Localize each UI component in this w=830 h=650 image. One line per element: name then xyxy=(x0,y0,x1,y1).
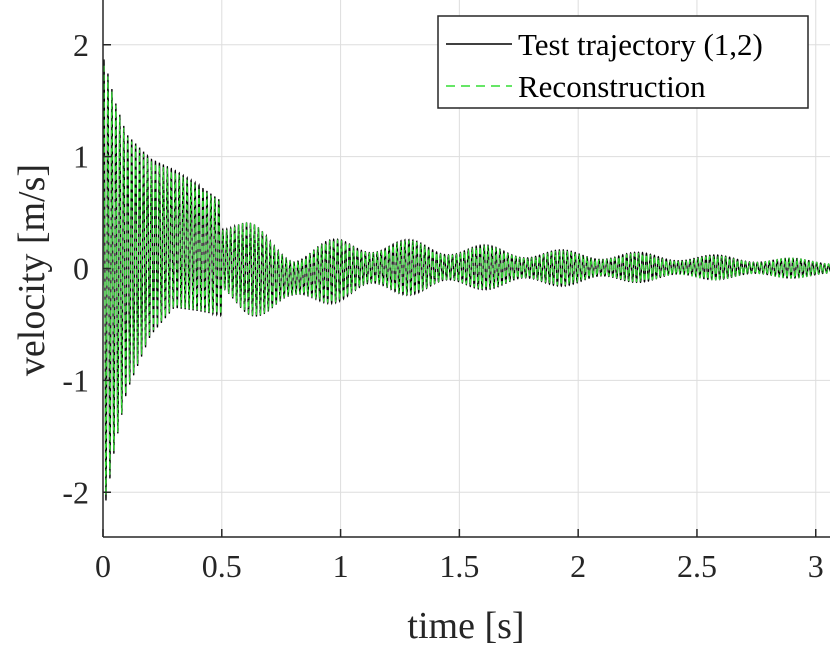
x-tick-label-6: 3 xyxy=(808,548,824,584)
legend-box xyxy=(437,15,809,109)
y-tick-label-3: -1 xyxy=(62,362,89,398)
x-tick-label-2: 1 xyxy=(333,548,349,584)
y-axis-title: velocity [m/s] xyxy=(11,164,53,376)
x-tick-label-1: 0.5 xyxy=(202,548,242,584)
legend: Test trajectory (1,2) Reconstruction xyxy=(437,15,809,109)
y-tick-label-1: 1 xyxy=(73,139,89,175)
x-tick-label-5: 2.5 xyxy=(677,548,717,584)
tick-labels: 0 0.5 1 1.5 2 2.5 3 2 1 0 -1 -2 xyxy=(62,27,823,584)
y-tick-label-2: 0 xyxy=(73,251,89,287)
axes xyxy=(102,0,830,538)
x-tick-label-0: 0 xyxy=(95,548,111,584)
y-tick-label-4: -2 xyxy=(62,474,89,510)
x-axis-title: time [s] xyxy=(407,605,524,647)
legend-label-reconstruction: Reconstruction xyxy=(518,69,706,104)
series-line-reconstruction xyxy=(103,64,830,497)
y-tick-label-0: 2 xyxy=(73,27,89,63)
x-tick-label-3: 1.5 xyxy=(439,548,479,584)
series-layer xyxy=(103,59,830,501)
legend-label-test-trajectory: Test trajectory (1,2) xyxy=(518,27,763,62)
x-tick-label-4: 2 xyxy=(570,548,586,584)
